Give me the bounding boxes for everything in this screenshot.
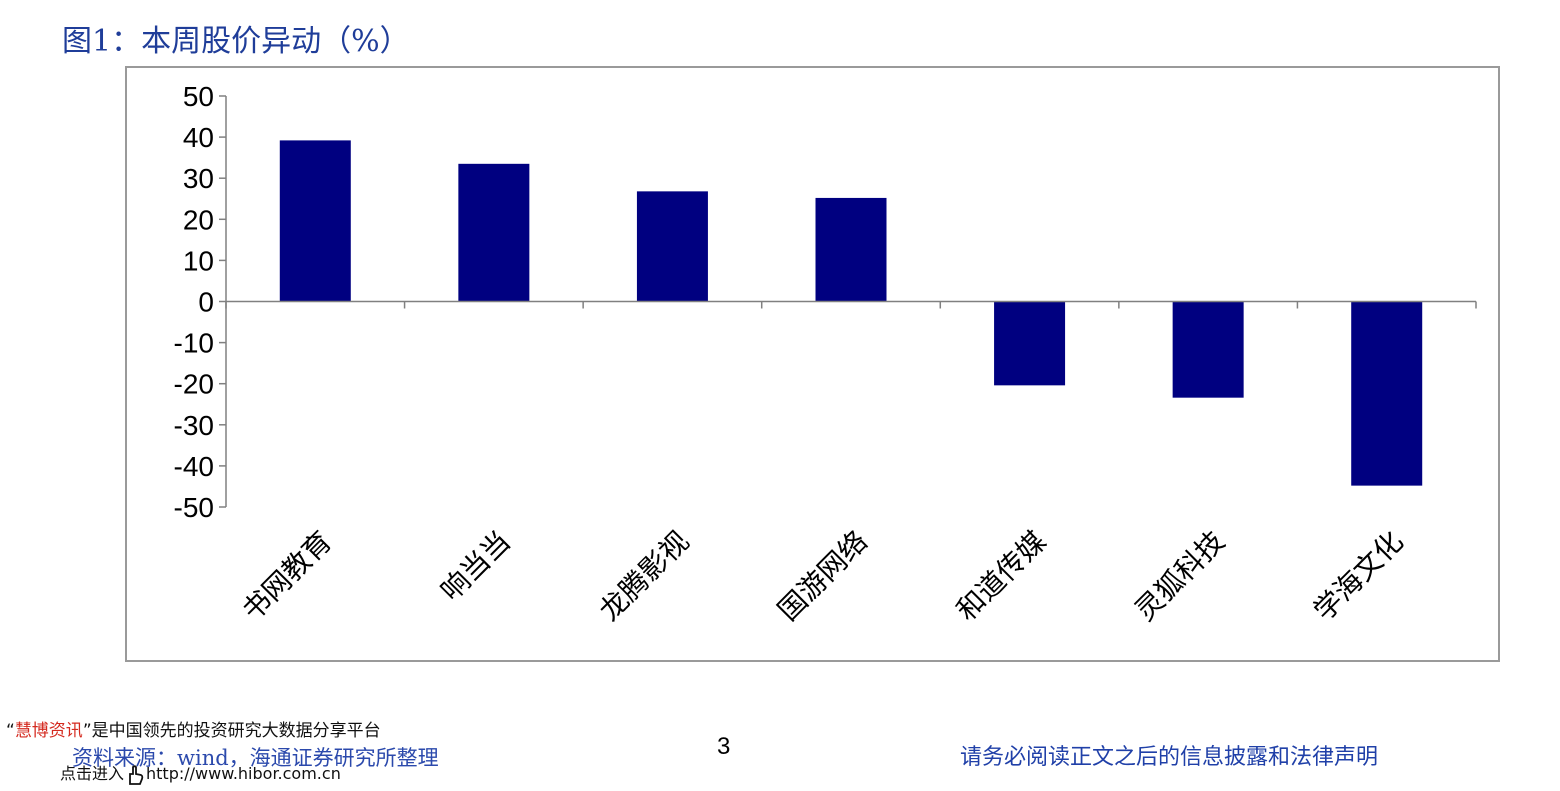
watermark-link[interactable]: 点击进入 http://www.hibor.com.cn xyxy=(60,760,341,786)
chart-frame xyxy=(125,66,1500,662)
bars xyxy=(279,140,1423,486)
x-category-label: 响当当 xyxy=(434,525,517,608)
x-category-label: 学海文化 xyxy=(1307,525,1410,628)
y-tick-label: 10 xyxy=(183,245,214,276)
x-axis: 书网教育 响当当 龙腾影视 国游网络 和道传媒 灵狐科技 学海文化 xyxy=(225,300,1477,628)
y-tick-label: 50 xyxy=(183,81,214,112)
x-category-label: 国游网络 xyxy=(771,525,874,628)
y-axis: 50 40 30 20 10 0 -10 -20 -30 -40 -50 xyxy=(174,81,227,523)
legal-disclaimer: 请务必阅读正文之后的信息披露和法律声明 xyxy=(960,745,1379,770)
bar xyxy=(279,140,351,302)
y-tick-label: -30 xyxy=(174,410,214,441)
x-category-label: 和道传媒 xyxy=(950,525,1053,628)
y-tick-label: 20 xyxy=(183,204,214,235)
bar xyxy=(1351,301,1423,486)
watermark-text: “慧博资讯”是中国领先的投资研究大数据分享平台 xyxy=(6,716,381,741)
bar-chart: 50 40 30 20 10 0 -10 -20 -30 -40 -50 书网教育 响当当 龙腾影视 国游… xyxy=(174,81,1477,628)
y-tick-label: -50 xyxy=(174,492,214,523)
pointing-hand-icon xyxy=(124,764,146,786)
bar xyxy=(1172,301,1244,398)
y-tick-label: 30 xyxy=(183,163,214,194)
bar xyxy=(815,197,887,302)
bar xyxy=(458,163,530,302)
bar xyxy=(994,301,1066,386)
y-tick-label: -40 xyxy=(174,451,214,482)
page-number: 3 xyxy=(717,733,731,760)
y-tick-label: 40 xyxy=(183,122,214,153)
x-category-label: 灵狐科技 xyxy=(1129,525,1232,628)
watermark-brand: 慧博资讯 xyxy=(14,721,83,741)
watermark-url[interactable]: http://www.hibor.com.cn xyxy=(146,764,341,783)
watermark-quote-open: “ xyxy=(6,721,15,741)
bar xyxy=(636,191,708,302)
y-tick-label: -10 xyxy=(174,328,214,359)
y-tick-label: -20 xyxy=(174,369,214,400)
x-category-label: 龙腾影视 xyxy=(593,525,696,628)
chart-title: 图1：本周股价异动（%） xyxy=(62,24,410,59)
y-tick-label: 0 xyxy=(198,287,214,318)
watermark-link-prefix: 点击进入 xyxy=(60,764,125,783)
watermark-tagline: ”是中国领先的投资研究大数据分享平台 xyxy=(82,721,381,741)
x-category-label: 书网教育 xyxy=(236,525,339,628)
